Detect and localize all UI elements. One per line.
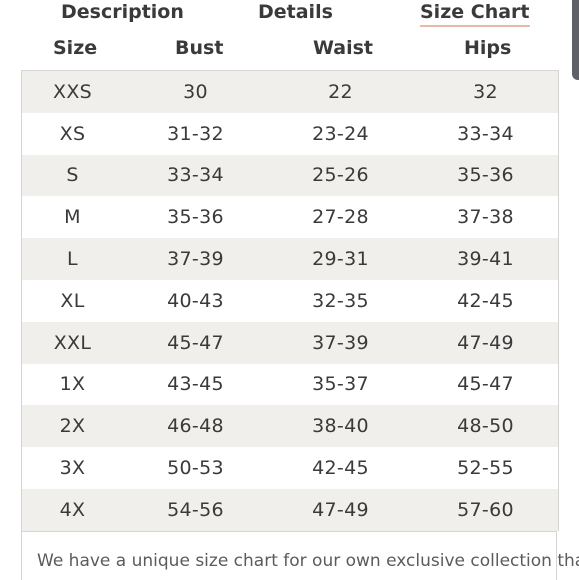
cell-size: 1X	[59, 373, 86, 396]
tab-description[interactable]: Description	[61, 1, 184, 23]
cell-bust: 33-34	[167, 164, 224, 187]
cell-waist: 47-49	[312, 498, 369, 521]
table-row: XS 31-32 23-24 33-34	[22, 112, 558, 155]
table-row: XL 40-43 32-35 42-45	[22, 279, 558, 322]
cell-bust: 31-32	[167, 122, 224, 145]
size-table: XXS 30 22 32 XS 31-32 23-24 33-34 S 33-34 25-26 35-…	[21, 70, 559, 531]
cell-bust: 35-36	[167, 206, 224, 229]
product-tabs: Description Details Size Chart	[0, 0, 579, 28]
cell-bust: 46-48	[167, 415, 224, 438]
table-row: 1X 43-45 35-37 45-47	[22, 363, 558, 406]
cell-hips: 33-34	[457, 122, 514, 145]
cell-bust: 30	[183, 80, 208, 103]
cell-bust: 40-43	[167, 289, 224, 312]
table-row: M 35-36 27-28 37-38	[22, 196, 558, 239]
table-row: 2X 46-48 38-40 48-50	[22, 405, 558, 448]
table-row: 4X 54-56 47-49 57-60	[22, 488, 558, 531]
cell-hips: 32	[473, 80, 498, 103]
cell-bust: 50-53	[167, 457, 224, 480]
cell-waist: 25-26	[312, 164, 369, 187]
cell-size: XXL	[53, 331, 92, 354]
tab-details[interactable]: Details	[258, 1, 333, 23]
header-bust: Bust	[175, 37, 224, 59]
table-header: Size Bust Waist Hips	[22, 36, 556, 68]
header-size: Size	[53, 37, 98, 59]
cell-waist: 38-40	[312, 415, 369, 438]
cell-hips: 37-38	[457, 206, 514, 229]
cell-hips: 45-47	[457, 373, 514, 396]
cell-size: S	[66, 164, 79, 187]
cell-hips: 57-60	[457, 498, 514, 521]
header-hips: Hips	[464, 37, 512, 59]
table-row: S 33-34 25-26 35-36	[22, 154, 558, 197]
table-row: L 37-39 29-31 39-41	[22, 238, 558, 280]
cell-waist: 27-28	[312, 206, 369, 229]
cell-hips: 47-49	[457, 331, 514, 354]
tab-size-chart[interactable]: Size Chart	[420, 1, 530, 27]
header-waist: Waist	[313, 37, 374, 59]
table-row: 3X 50-53 42-45 52-55	[22, 447, 558, 489]
cell-hips: 48-50	[457, 415, 514, 438]
size-chart-note: We have a unique size chart for our own …	[21, 531, 579, 580]
table-row: XXL 45-47 37-39 47-49	[22, 321, 558, 364]
table-row: XXS 30 22 32	[22, 71, 558, 113]
cell-hips: 35-36	[457, 164, 514, 187]
cell-size: 2X	[59, 415, 86, 438]
cell-hips: 42-45	[457, 289, 514, 312]
cell-waist: 42-45	[312, 457, 369, 480]
cell-bust: 43-45	[167, 373, 224, 396]
cell-bust: 37-39	[167, 248, 224, 271]
cell-waist: 32-35	[312, 289, 369, 312]
cell-hips: 52-55	[457, 457, 514, 480]
cell-waist: 37-39	[312, 331, 369, 354]
note-text: We have a unique size chart for our own …	[37, 551, 579, 571]
cell-size: 3X	[59, 457, 86, 480]
cell-size: XXS	[53, 80, 92, 103]
cell-size: XS	[59, 122, 86, 145]
scrollbar[interactable]	[572, 0, 579, 80]
cell-size: L	[67, 248, 78, 271]
cell-waist: 35-37	[312, 373, 369, 396]
cell-waist: 23-24	[312, 122, 369, 145]
cell-size: M	[64, 206, 81, 229]
cell-hips: 39-41	[457, 248, 514, 271]
cell-waist: 22	[328, 80, 353, 103]
cell-bust: 54-56	[167, 498, 224, 521]
cell-waist: 29-31	[312, 248, 369, 271]
cell-size: 4X	[59, 498, 86, 521]
cell-size: XL	[60, 289, 85, 312]
cell-bust: 45-47	[167, 331, 224, 354]
